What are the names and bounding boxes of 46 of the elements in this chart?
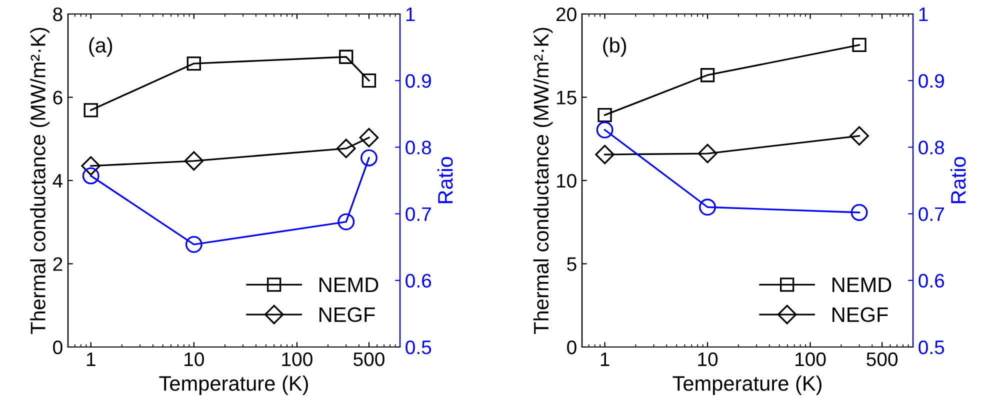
y2-axis-title: Ratio	[437, 157, 453, 204]
y-tick-label: 5	[567, 257, 576, 271]
y2-tick-label: 0.8	[918, 140, 944, 154]
y2-axis-title: Ratio	[950, 157, 966, 204]
y2-tick-label: 0.7	[918, 207, 944, 222]
y-tick-label: 20	[556, 7, 576, 22]
y-axis-title: Thermal conductance (MW/m²·K)	[30, 28, 50, 334]
point	[598, 108, 612, 122]
annotation: (b)	[603, 37, 626, 57]
x-tick-label: 10	[698, 352, 718, 366]
y2-tick-label: 0.8	[406, 140, 432, 154]
y2-tick-label: 0.6	[918, 274, 944, 288]
x-tick-label: 100	[796, 352, 826, 366]
legend-label: NEMD	[320, 278, 378, 292]
y2-tick-label: 0.7	[406, 207, 431, 222]
legend-label: NEMD	[832, 278, 892, 292]
x-axis-title: Temperature (K)	[672, 376, 822, 395]
point	[850, 126, 869, 146]
y-tick-label: 10	[556, 174, 576, 188]
y2-tick-label: 0.6	[406, 274, 432, 288]
y-axis-title: Thermal conductance (MW/m²·K)	[533, 28, 553, 334]
x-tick-label: 100	[282, 352, 312, 366]
y-tick-label: 2	[53, 257, 62, 271]
x-tick-label: 500	[354, 352, 384, 366]
y-tick-label: 0	[567, 340, 576, 354]
y2-tick-label: 1	[406, 8, 415, 22]
x-tick-label: 1	[600, 352, 610, 366]
annotation: (a)	[89, 37, 112, 57]
y2-tick-label: 0.5	[406, 340, 432, 354]
y2-tick-label: 0.9	[406, 74, 431, 88]
x-tick-label: 500	[866, 352, 898, 366]
y2-tick-label: 0.5	[918, 340, 944, 354]
x-tick-label: 1	[86, 352, 96, 366]
y2-tick-label: 1	[919, 8, 928, 22]
y2-tick-label: 0.9	[918, 74, 944, 88]
y-tick-label: 4	[52, 174, 63, 188]
y-tick-label: 0	[53, 340, 62, 354]
y-tick-label: 6	[53, 90, 62, 104]
y-tick-label: 15	[556, 90, 576, 104]
legend-label: NEGF	[320, 307, 375, 322]
x-axis-title: Temperature (K)	[159, 376, 308, 395]
y-tick-label: 8	[53, 7, 62, 22]
x-tick-label: 10	[184, 352, 204, 366]
legend-label: NEGF	[832, 307, 888, 322]
point	[595, 144, 614, 164]
point	[852, 38, 866, 52]
